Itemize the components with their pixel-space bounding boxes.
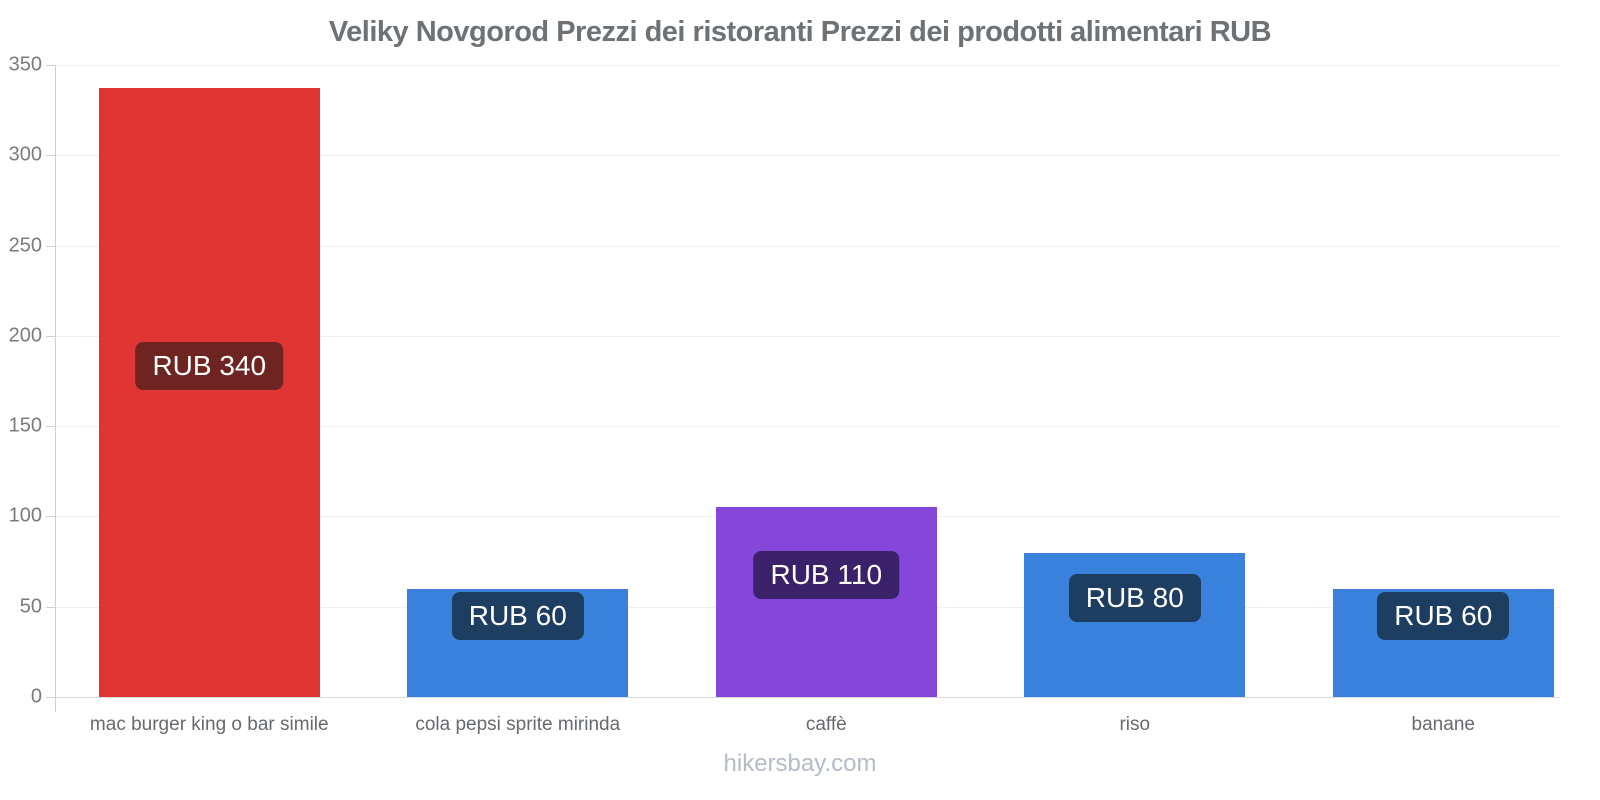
bar-mac-burger-king-o-bar-simile[interactable] bbox=[98, 88, 320, 697]
bar-caffè[interactable] bbox=[715, 507, 937, 697]
x-category-label-caffè: caffè bbox=[805, 714, 847, 735]
y-tick-300 bbox=[46, 155, 55, 157]
y-tick-50 bbox=[46, 606, 55, 608]
y-gridline-150 bbox=[55, 426, 1560, 428]
y-tick-350 bbox=[46, 65, 55, 66]
y-tick-label-100: 100 bbox=[8, 504, 42, 527]
bar-value-label-mac-burger-king-o-bar-simile: RUB 340 bbox=[135, 341, 284, 390]
y-tick-250 bbox=[46, 245, 55, 247]
y-tick-200 bbox=[46, 335, 55, 337]
y-tick-label-350: 350 bbox=[8, 53, 42, 76]
x-category-label-mac-burger-king-o-bar-simile: mac burger king o bar simile bbox=[89, 714, 329, 735]
y-tick-label-50: 50 bbox=[19, 595, 42, 618]
bar-value-label-riso: RUB 80 bbox=[1068, 573, 1201, 622]
y-gridline-250 bbox=[55, 245, 1560, 247]
watermark-hikersbay: hikersbay.com bbox=[723, 750, 877, 777]
bar-value-label-banane: RUB 60 bbox=[1377, 591, 1510, 640]
y-tick-label-250: 250 bbox=[8, 234, 42, 257]
y-gridline-350 bbox=[55, 65, 1560, 66]
y-tick-label-200: 200 bbox=[8, 324, 42, 347]
x-category-label-cola-pepsi-sprite-mirinda: cola pepsi sprite mirinda bbox=[415, 714, 621, 735]
y-tick-0 bbox=[46, 697, 55, 698]
y-tick-100 bbox=[46, 516, 55, 518]
x-category-label-banane: banane bbox=[1411, 714, 1475, 735]
y-gridline-200 bbox=[55, 335, 1560, 337]
y-gridline-0 bbox=[55, 697, 1560, 698]
y-axis-line bbox=[55, 65, 56, 712]
y-tick-label-150: 150 bbox=[8, 414, 42, 437]
bar-value-label-caffè: RUB 110 bbox=[753, 551, 900, 600]
y-tick-150 bbox=[46, 426, 55, 428]
y-gridline-300 bbox=[55, 155, 1560, 157]
y-tick-label-300: 300 bbox=[8, 143, 42, 166]
chart-title: Veliky Novgorod Prezzi dei ristoranti Pr… bbox=[328, 16, 1272, 48]
x-category-label-riso: riso bbox=[1119, 714, 1151, 735]
y-tick-label-0: 0 bbox=[30, 685, 42, 708]
bar-value-label-cola-pepsi-sprite-mirinda: RUB 60 bbox=[451, 591, 584, 640]
